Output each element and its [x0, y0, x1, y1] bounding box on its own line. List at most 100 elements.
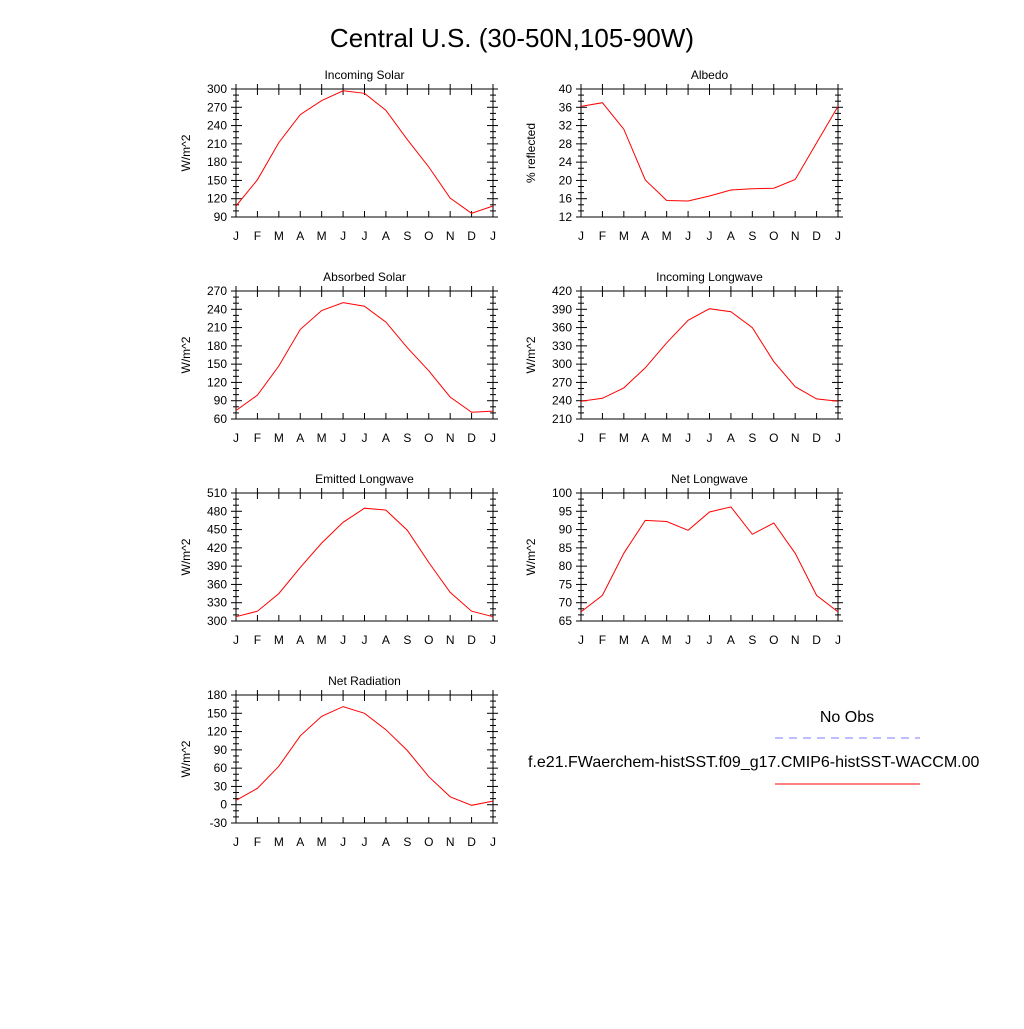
- net-longwave-xtick-label: F: [599, 633, 606, 647]
- net-longwave-ytick-label: 90: [559, 523, 573, 537]
- absorbed-solar-ytick-label: 150: [207, 357, 227, 371]
- emitted-longwave-series-line: [235, 507, 494, 618]
- net-longwave-xtick-label: O: [769, 633, 778, 647]
- net-longwave-xtick-label: N: [791, 633, 800, 647]
- emitted-longwave-ytick-label: 450: [207, 523, 227, 537]
- incoming-solar-ytick-label: 210: [207, 137, 227, 151]
- albedo-series-line: [580, 102, 839, 202]
- incoming-solar-ytick-label: 270: [207, 100, 227, 114]
- absorbed-solar-xtick-label: J: [490, 431, 496, 445]
- albedo-xtick-label: J: [835, 229, 841, 243]
- incoming-solar-ylabel: W/m^2: [179, 134, 193, 171]
- incoming-longwave-xtick-label: N: [791, 431, 800, 445]
- emitted-longwave-ytick-label: 420: [207, 541, 227, 555]
- absorbed-solar-xtick-label: A: [296, 431, 304, 445]
- incoming-longwave-plot-frame: [580, 290, 839, 420]
- absorbed-solar-ytick-label: 90: [214, 394, 228, 408]
- net-longwave-xtick-label: J: [835, 633, 841, 647]
- incoming-longwave-xtick-label: F: [599, 431, 606, 445]
- absorbed-solar-ytick-label: 180: [207, 339, 227, 353]
- albedo-xtick-label: D: [812, 229, 821, 243]
- incoming-longwave-xtick-label: M: [662, 431, 672, 445]
- absorbed-solar-ytick-label: 120: [207, 375, 227, 389]
- net-radiation-xtick-label: O: [424, 835, 433, 849]
- incoming-longwave-title: Incoming Longwave: [656, 270, 763, 284]
- incoming-solar-xtick-label: J: [362, 229, 368, 243]
- net-radiation-xtick-label: A: [382, 835, 390, 849]
- net-radiation-plot-frame: [235, 694, 494, 824]
- absorbed-solar-xtick-label: J: [233, 431, 239, 445]
- incoming-solar-xtick-label: J: [340, 229, 346, 243]
- absorbed-solar-xtick-label: M: [274, 431, 284, 445]
- net-radiation-xtick-label: M: [274, 835, 284, 849]
- net-radiation-xtick-label: A: [296, 835, 304, 849]
- net-longwave-ytick-label: 75: [559, 577, 573, 591]
- absorbed-solar-xtick-label: S: [403, 431, 411, 445]
- emitted-longwave-ytick-label: 360: [207, 577, 227, 591]
- albedo-xtick-label: A: [641, 229, 649, 243]
- emitted-longwave-plot-frame: [235, 492, 494, 622]
- incoming-solar-ytick-label: 90: [214, 210, 228, 224]
- absorbed-solar-xtick-label: D: [467, 431, 476, 445]
- emitted-longwave-xtick-label: A: [296, 633, 304, 647]
- net-radiation-xtick-label: F: [254, 835, 261, 849]
- emitted-longwave-ylabel: W/m^2: [179, 538, 193, 575]
- incoming-solar-ytick-label: 240: [207, 119, 227, 133]
- incoming-solar-title: Incoming Solar: [324, 68, 404, 82]
- net-radiation-ytick-label: -30: [210, 816, 228, 830]
- absorbed-solar-xtick-label: A: [382, 431, 390, 445]
- figure-title: Central U.S. (30-50N,105-90W): [330, 23, 694, 53]
- absorbed-solar-ytick-label: 60: [214, 412, 228, 426]
- incoming-solar-xtick-label: M: [317, 229, 327, 243]
- net-radiation-ytick-label: 90: [214, 743, 228, 757]
- albedo-ytick-label: 28: [559, 137, 573, 151]
- incoming-longwave-xtick-label: A: [641, 431, 649, 445]
- incoming-longwave-ytick-label: 300: [552, 357, 572, 371]
- absorbed-solar-xtick-label: J: [340, 431, 346, 445]
- albedo-title: Albedo: [691, 68, 729, 82]
- albedo-xtick-label: M: [619, 229, 629, 243]
- incoming-solar-ytick-label: 120: [207, 192, 227, 206]
- net-longwave-xtick-label: J: [685, 633, 691, 647]
- net-radiation-xtick-label: J: [233, 835, 239, 849]
- incoming-longwave-ytick-label: 360: [552, 321, 572, 335]
- net-longwave-ytick-label: 65: [559, 614, 573, 628]
- emitted-longwave-ytick-label: 510: [207, 486, 227, 500]
- albedo-ytick-label: 36: [559, 100, 573, 114]
- net-longwave-ytick-label: 95: [559, 504, 573, 518]
- net-longwave-series-line: [580, 506, 839, 613]
- incoming-longwave-ytick-label: 240: [552, 394, 572, 408]
- net-longwave-ytick-label: 85: [559, 541, 573, 555]
- incoming-longwave-ylabel: W/m^2: [524, 336, 538, 373]
- albedo-xtick-label: J: [685, 229, 691, 243]
- emitted-longwave-xtick-label: J: [362, 633, 368, 647]
- incoming-longwave-xtick-label: J: [707, 431, 713, 445]
- emitted-longwave-xtick-label: A: [382, 633, 390, 647]
- emitted-longwave-xtick-label: J: [340, 633, 346, 647]
- absorbed-solar-title: Absorbed Solar: [323, 270, 406, 284]
- incoming-longwave-ytick-label: 210: [552, 412, 572, 426]
- incoming-solar-xtick-label: A: [296, 229, 304, 243]
- incoming-solar-xtick-label: D: [467, 229, 476, 243]
- net-longwave-xtick-label: A: [727, 633, 735, 647]
- net-longwave-xtick-label: J: [578, 633, 584, 647]
- incoming-solar-xtick-label: J: [233, 229, 239, 243]
- albedo-ylabel: % reflected: [524, 123, 538, 183]
- albedo-xtick-label: A: [727, 229, 735, 243]
- emitted-longwave-xtick-label: M: [317, 633, 327, 647]
- incoming-solar-xtick-label: S: [403, 229, 411, 243]
- net-radiation-ytick-label: 120: [207, 725, 227, 739]
- legend-obs-label: No Obs: [820, 709, 874, 726]
- absorbed-solar-ytick-label: 240: [207, 302, 227, 316]
- incoming-solar-xtick-label: M: [274, 229, 284, 243]
- absorbed-solar-xtick-label: F: [254, 431, 261, 445]
- incoming-solar-xtick-label: J: [490, 229, 496, 243]
- net-longwave-ytick-label: 100: [552, 486, 572, 500]
- albedo-ytick-label: 20: [559, 173, 573, 187]
- incoming-solar-xtick-label: N: [446, 229, 455, 243]
- net-radiation-xtick-label: J: [362, 835, 368, 849]
- incoming-longwave-ytick-label: 420: [552, 284, 572, 298]
